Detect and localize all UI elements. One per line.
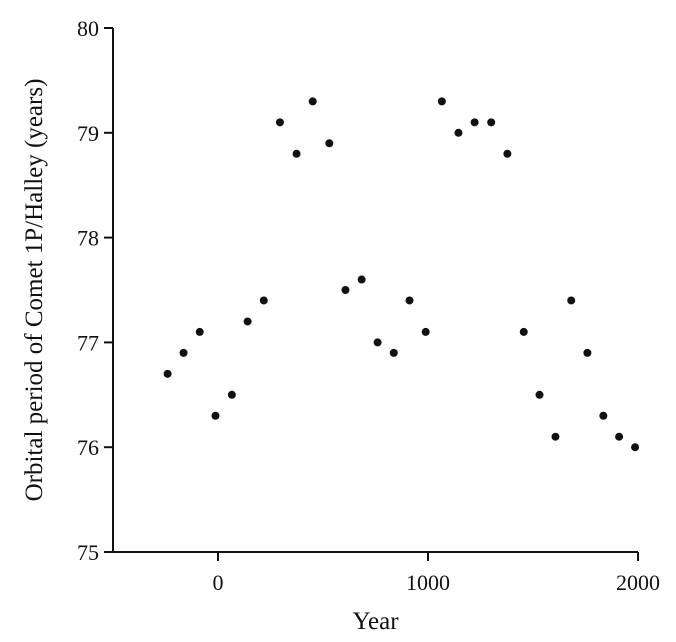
data-point [470, 118, 479, 127]
x-tick-label: 0 [213, 570, 224, 595]
data-point [615, 432, 624, 441]
data-point [227, 390, 236, 399]
x-axis-title: Year [352, 608, 399, 635]
data-point [583, 348, 592, 357]
y-tick-label: 75 [77, 540, 99, 565]
data-point [357, 275, 366, 284]
data-point [275, 118, 284, 127]
data-point [631, 443, 640, 452]
y-tick-label: 78 [77, 226, 99, 251]
data-point [163, 369, 172, 378]
data-point [292, 149, 301, 158]
data-point [389, 348, 398, 357]
data-point [487, 118, 496, 127]
data-point [454, 128, 463, 137]
y-tick-label: 76 [77, 435, 99, 460]
data-point [308, 97, 317, 106]
data-point [341, 286, 350, 294]
y-tick-label: 79 [77, 121, 99, 146]
y-tick-label: 80 [77, 16, 99, 41]
data-point [259, 296, 268, 305]
data-point [325, 139, 334, 148]
data-point [437, 97, 446, 106]
data-point [211, 411, 220, 420]
x-tick-label: 2000 [616, 570, 660, 595]
data-point [405, 296, 414, 305]
data-point [567, 296, 576, 305]
data-point [373, 338, 382, 347]
data-point [551, 432, 560, 441]
x-tick-label: 1000 [406, 570, 450, 595]
data-point [503, 149, 512, 158]
data-point [535, 390, 544, 399]
data-point [195, 327, 204, 336]
data-point [179, 348, 188, 357]
y-axis-title: Orbital period of Comet 1P/Halley (years… [21, 79, 48, 502]
data-point [243, 317, 252, 326]
axes [112, 28, 638, 553]
data-point [599, 411, 608, 420]
data-point [519, 327, 528, 336]
y-tick-label: 77 [77, 330, 99, 355]
data-point [421, 327, 430, 336]
data-points [163, 97, 640, 452]
ticks: 75 76 77 78 79 80 0 1000 2000 [77, 16, 660, 595]
